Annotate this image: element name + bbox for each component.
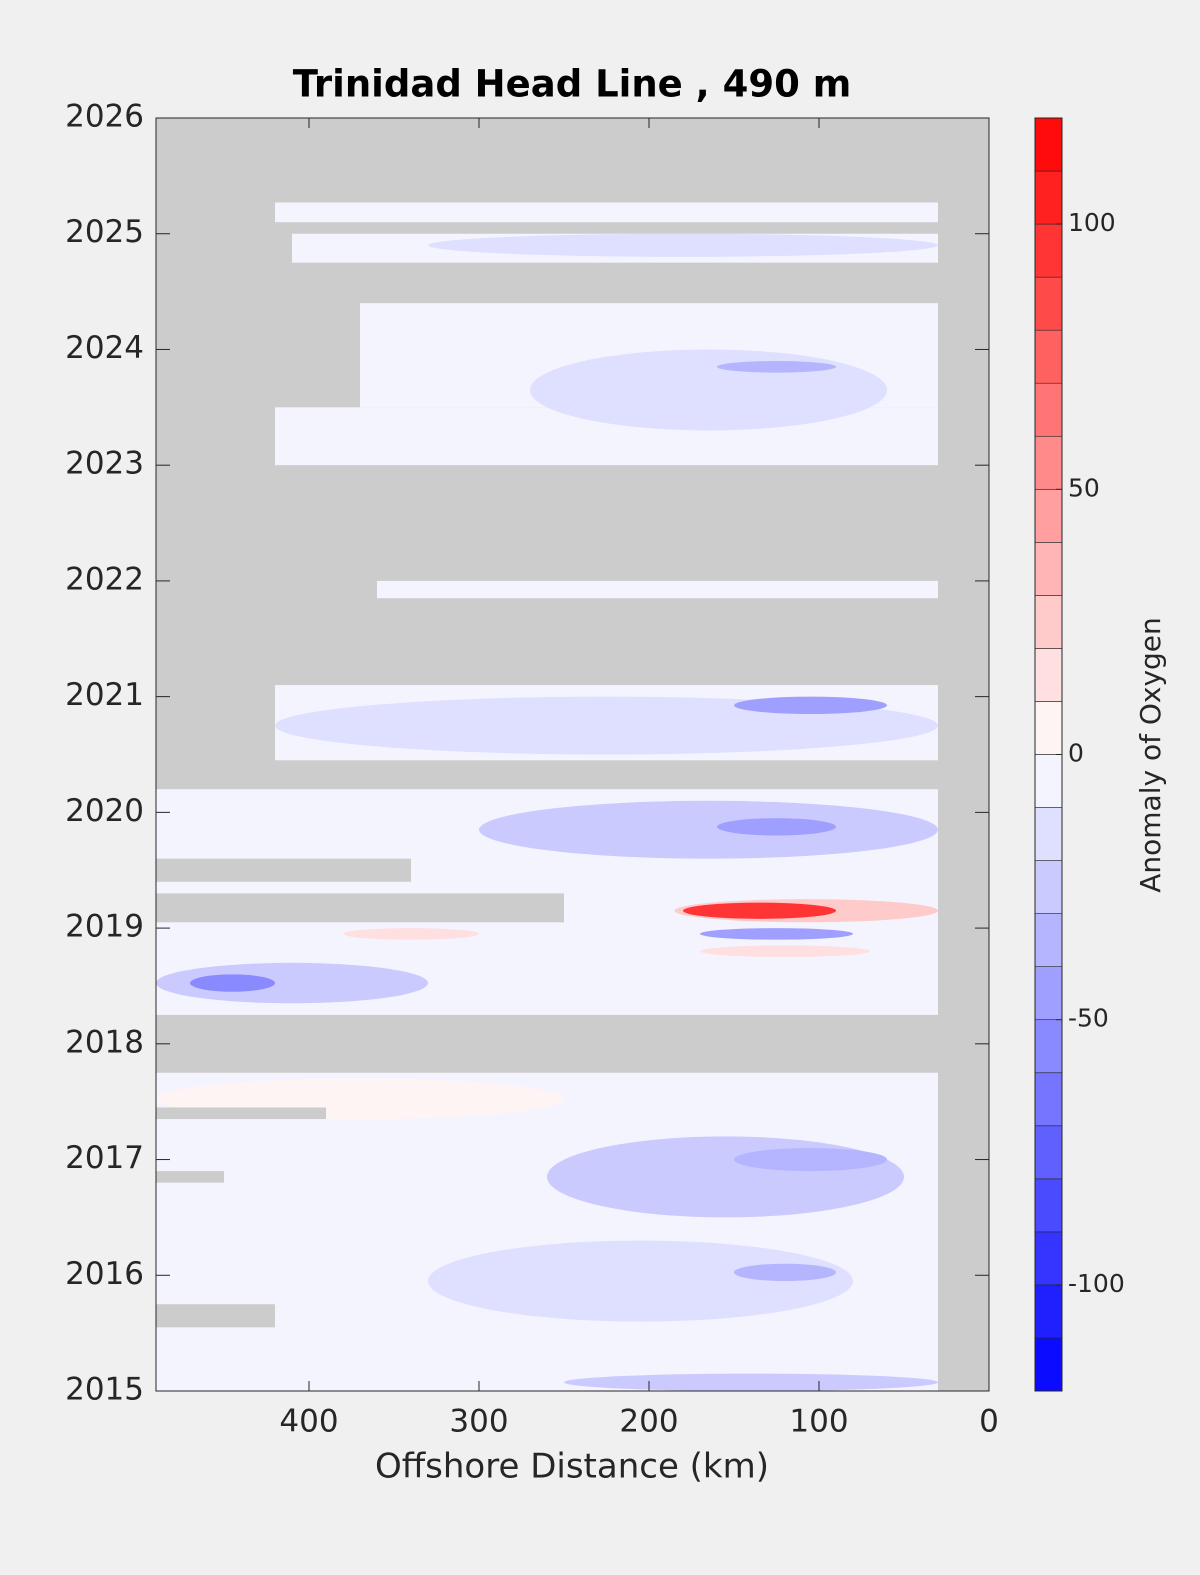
colorbar-band [1034,382,1063,437]
anomaly-patch [734,696,887,714]
colorbar-band [1034,1231,1063,1286]
colorbar-band [1034,1178,1063,1233]
anomaly-patch [530,349,887,431]
y-tick-label: 2020 [65,793,144,829]
colorbar-band [1034,754,1063,808]
data-gap [156,1171,224,1183]
anomaly-patch [700,945,870,958]
colorbar-frame [1034,117,1063,1392]
anomaly-patch [734,1263,836,1282]
colorbar-band [1034,435,1063,490]
anomaly-patch [683,902,836,919]
colorbar-band [1034,1125,1063,1180]
colorbar-tick-label: -50 [1068,1004,1109,1033]
y-tick-label: 2023 [65,446,144,482]
y-tick-label: 2018 [65,1024,144,1060]
colorbar-label: Anomaly of Oxygen [1134,617,1167,893]
colorbar-band [1034,276,1063,331]
x-tick-label: 100 [789,1404,848,1440]
colorbar-band [1034,913,1063,967]
colorbar-band [1034,595,1063,649]
colorbar-tick-label: -100 [1068,1269,1125,1298]
data-gap [156,1304,275,1328]
colorbar-band [1034,1337,1063,1392]
colorbar-band [1034,329,1063,384]
colorbar-tick-label: 100 [1068,208,1116,237]
data-gap [156,858,411,882]
field [156,202,938,1391]
plot-frame [155,117,990,1392]
colorbar-band [1034,648,1063,702]
y-tick-label: 2021 [65,677,144,713]
x-tick-label: 400 [279,1404,338,1440]
anomaly-patch [190,974,275,992]
colorbar-band [1034,1072,1063,1127]
data-coverage [275,202,938,223]
anomaly-patch [547,1136,904,1218]
chart-title: Trinidad Head Line , 490 m [293,63,852,106]
colorbar-band [1034,1019,1063,1074]
colorbar-band [1034,966,1063,1021]
colorbar-tick-label: 0 [1068,739,1084,768]
colorbar-band [1034,170,1063,225]
anomaly-patch [734,1147,887,1172]
anomaly-patch [717,818,836,836]
y-tick-label: 2019 [65,909,144,945]
x-tick-label: 200 [619,1404,678,1440]
colorbar-tick-label: 50 [1068,473,1100,502]
colorbar-band [1034,701,1063,755]
data-coverage [156,1072,938,1391]
colorbar-band [1034,488,1063,543]
y-tick-label: 2022 [65,561,144,597]
y-tick-label: 2025 [65,214,144,250]
colorbar-band [1034,807,1063,861]
anomaly-patch [156,962,428,1004]
data-coverage [377,580,938,599]
colorbar-band [1034,1284,1063,1339]
anomaly-patch [343,928,479,940]
x-tick-label: 300 [449,1404,508,1440]
anomaly-patch [700,928,853,940]
x-axis-label: Offshore Distance (km) [375,1447,769,1487]
anomaly-patch [717,361,836,373]
y-tick-label: 2026 [65,99,144,135]
colorbar-band [1034,117,1063,172]
x-tick-label: 0 [979,1404,999,1440]
anomaly-patch [428,1240,853,1322]
anomaly-patch [479,800,938,859]
anomaly-patch [564,1373,938,1391]
y-tick-label: 2024 [65,330,144,366]
data-gap [156,1107,326,1120]
y-tick-label: 2015 [65,1372,144,1408]
colorbar-band [1034,860,1063,914]
anomaly-patch [428,233,938,257]
colorbar-band [1034,223,1063,278]
data-gap [156,893,564,923]
colorbar-band [1034,542,1063,596]
y-tick-label: 2016 [65,1256,144,1292]
y-tick-label: 2017 [65,1140,144,1176]
